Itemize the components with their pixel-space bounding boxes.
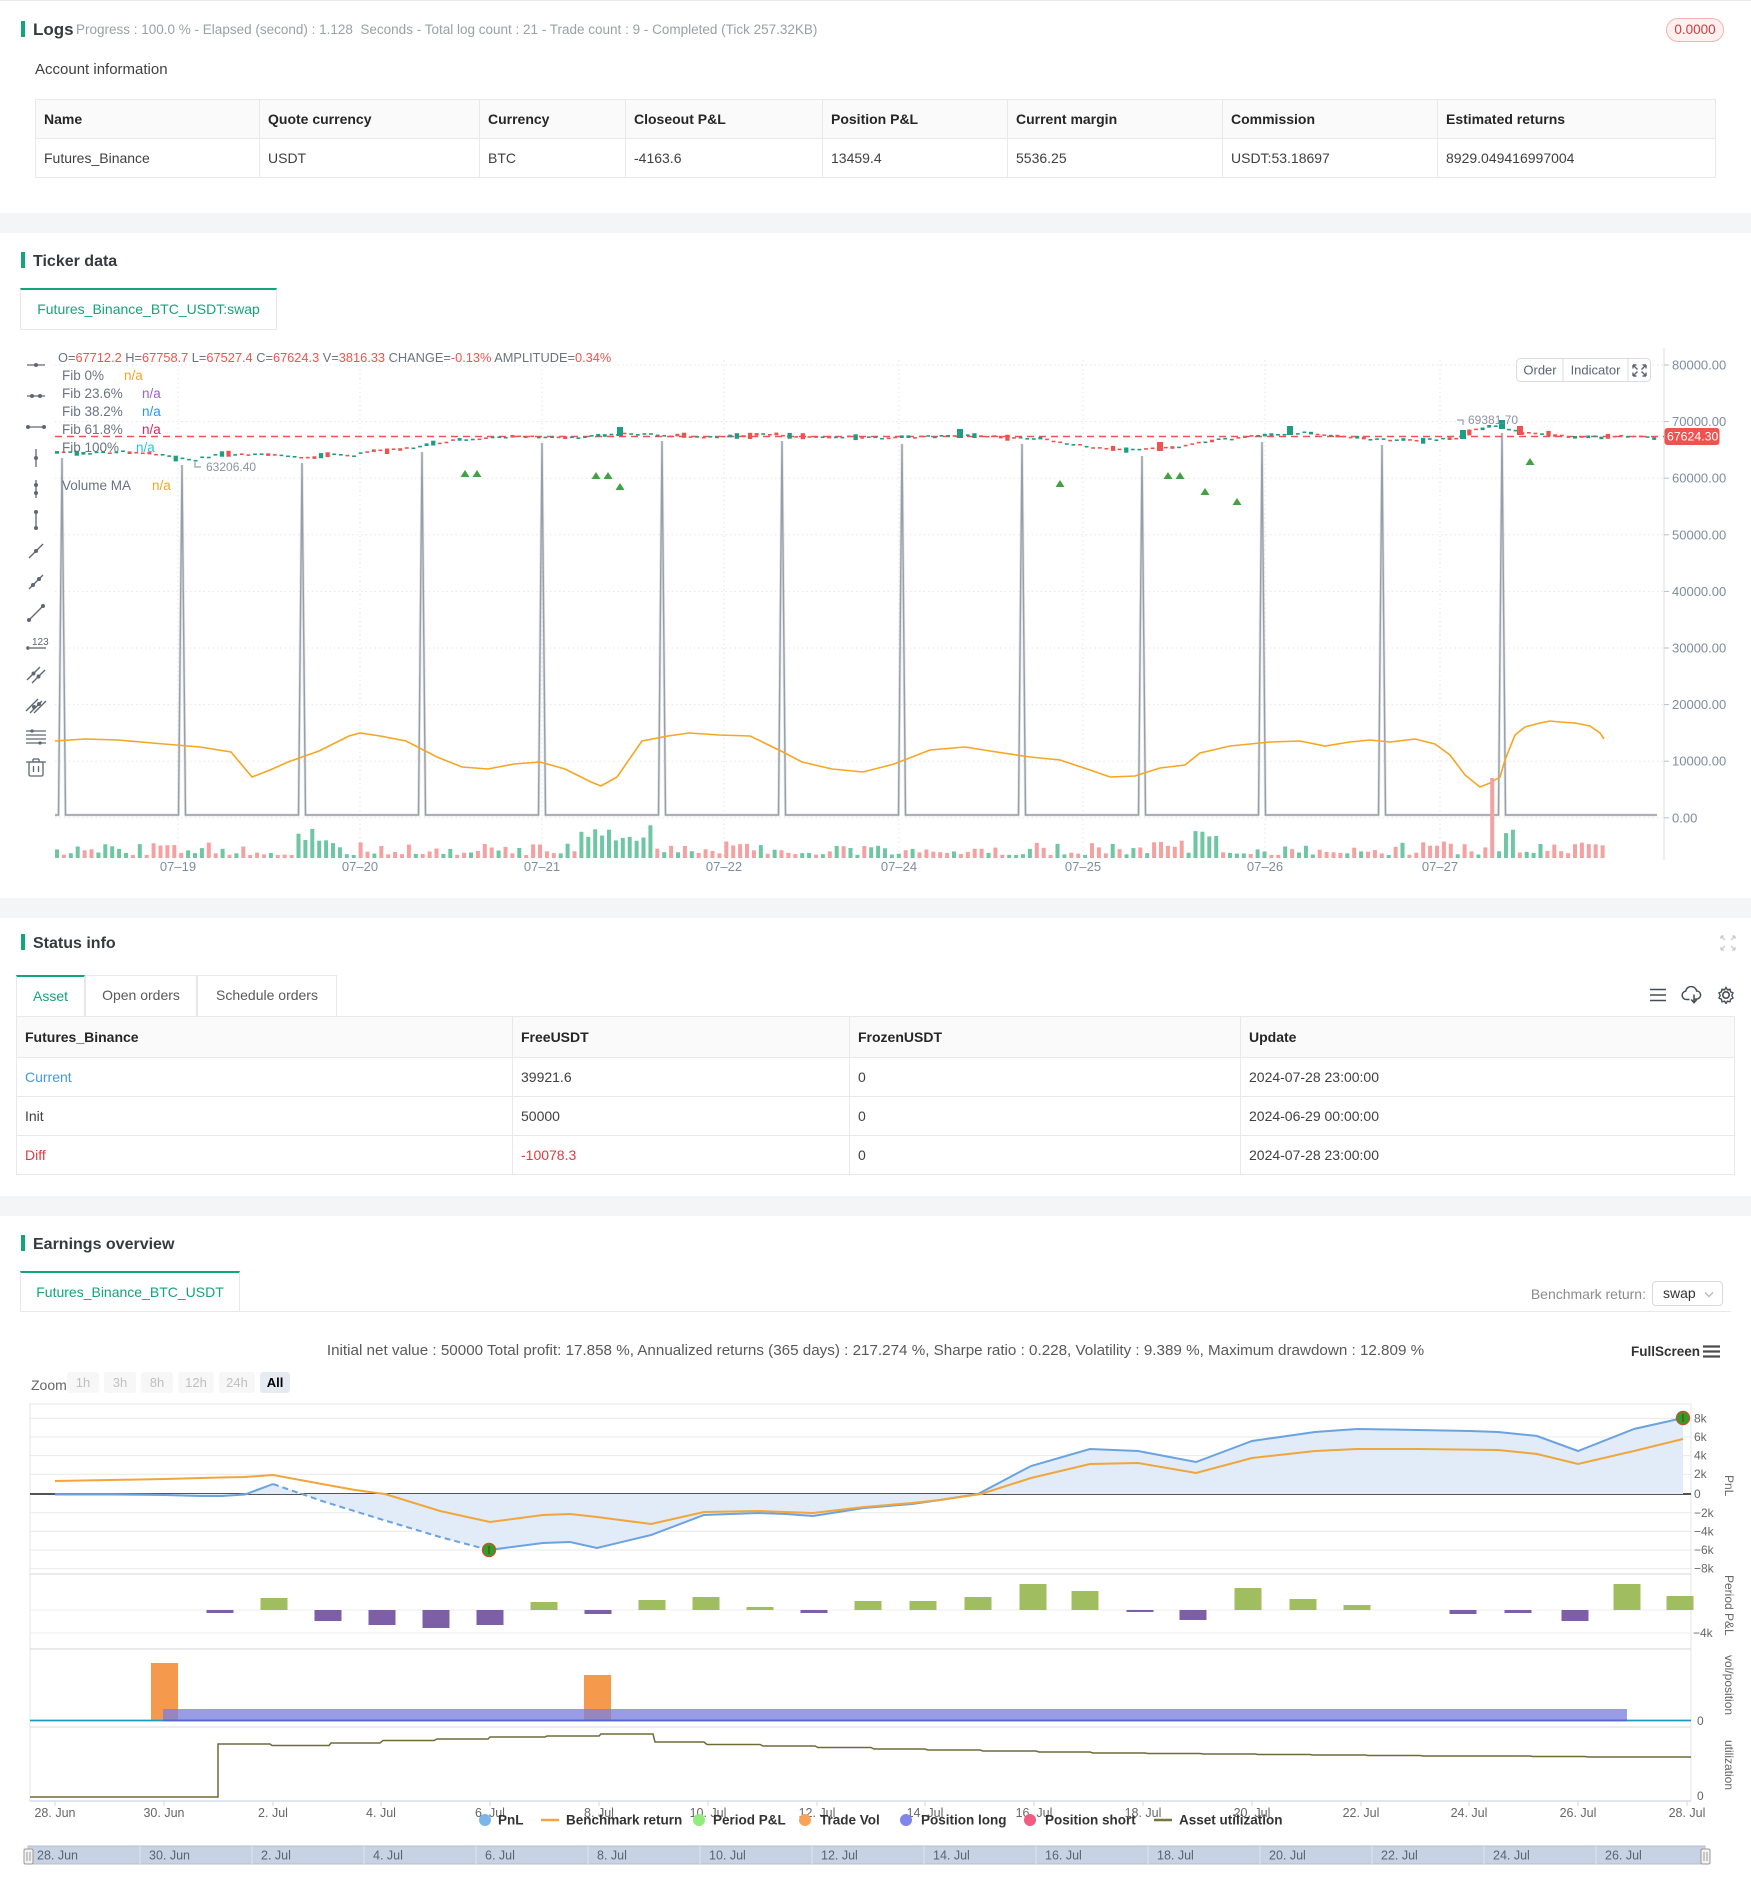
svg-text:Indicator: Indicator <box>1571 363 1622 378</box>
svg-text:n/a: n/a <box>142 404 161 419</box>
svg-text:24. Jul: 24. Jul <box>1451 1806 1488 1820</box>
svg-text:07–19: 07–19 <box>160 859 196 874</box>
svg-text:Period P&L: Period P&L <box>713 1813 786 1828</box>
svg-text:O=67712.2 H=67758.7 L=67527.4: O=67712.2 H=67758.7 L=67527.4 C=67624.3 … <box>58 350 611 365</box>
svg-text:Asset utilization: Asset utilization <box>1179 1813 1283 1828</box>
svg-text:07–26: 07–26 <box>1247 859 1283 874</box>
svg-text:07–21: 07–21 <box>524 859 560 874</box>
svg-text:Position long: Position long <box>921 1813 1007 1828</box>
svg-text:30. Jun: 30. Jun <box>143 1806 184 1820</box>
svg-text:8. Jul: 8. Jul <box>584 1806 614 1820</box>
svg-text:utilization: utilization <box>1722 1740 1736 1790</box>
svg-text:4. Jul: 4. Jul <box>373 1849 403 1863</box>
svg-text:Trade Vol: Trade Vol <box>820 1813 880 1828</box>
svg-text:Period P&L: Period P&L <box>1722 1575 1736 1636</box>
svg-text:4k: 4k <box>1694 1449 1708 1463</box>
svg-text:14. Jul: 14. Jul <box>933 1849 970 1863</box>
svg-text:22. Jul: 22. Jul <box>1381 1849 1418 1863</box>
svg-text:8. Jul: 8. Jul <box>597 1849 627 1863</box>
svg-text:n/a: n/a <box>152 478 171 493</box>
svg-text:2. Jul: 2. Jul <box>261 1849 291 1863</box>
svg-text:0: 0 <box>1694 1487 1701 1501</box>
svg-text:80000.00: 80000.00 <box>1672 358 1726 373</box>
svg-text:PnL: PnL <box>498 1813 524 1828</box>
svg-text:−6k: −6k <box>1694 1543 1715 1557</box>
svg-text:6. Jul: 6. Jul <box>485 1849 515 1863</box>
svg-text:07–25: 07–25 <box>1065 859 1101 874</box>
svg-text:Volume MA: Volume MA <box>62 478 131 493</box>
svg-text:22. Jul: 22. Jul <box>1343 1806 1380 1820</box>
svg-text:−2k: −2k <box>1694 1506 1715 1520</box>
svg-text:16. Jul: 16. Jul <box>1016 1806 1053 1820</box>
svg-text:8k: 8k <box>1694 1411 1708 1425</box>
svg-text:14. Jul: 14. Jul <box>907 1806 944 1820</box>
svg-text:Fib 0%: Fib 0% <box>62 368 104 383</box>
svg-text:Position short: Position short <box>1045 1813 1136 1828</box>
svg-text:2. Jul: 2. Jul <box>258 1806 288 1820</box>
svg-text:−8k: −8k <box>1694 1562 1715 1576</box>
svg-text:Fib 61.8%: Fib 61.8% <box>62 422 123 437</box>
svg-text:18. Jul: 18. Jul <box>1157 1849 1194 1863</box>
svg-text:−4k: −4k <box>1693 1626 1714 1640</box>
svg-text:70000.00: 70000.00 <box>1672 414 1726 429</box>
svg-text:10. Jul: 10. Jul <box>709 1849 746 1863</box>
svg-text:n/a: n/a <box>136 440 155 455</box>
svg-text:30. Jun: 30. Jun <box>149 1849 190 1863</box>
svg-text:Order: Order <box>1523 363 1557 378</box>
svg-text:PnL: PnL <box>1722 1475 1736 1497</box>
svg-text:67624.30: 67624.30 <box>1667 430 1718 444</box>
svg-text:6k: 6k <box>1694 1430 1708 1444</box>
svg-text:n/a: n/a <box>142 422 161 437</box>
svg-text:26. Jul: 26. Jul <box>1560 1806 1597 1820</box>
svg-text:n/a: n/a <box>142 386 161 401</box>
svg-text:63206.40: 63206.40 <box>206 460 256 474</box>
svg-text:20. Jul: 20. Jul <box>1269 1849 1306 1863</box>
svg-text:28. Jun: 28. Jun <box>37 1849 78 1863</box>
svg-text:07–22: 07–22 <box>706 859 742 874</box>
svg-text:vol/position: vol/position <box>1722 1655 1736 1715</box>
svg-text:0: 0 <box>1697 1789 1704 1803</box>
svg-text:Fib 23.6%: Fib 23.6% <box>62 386 123 401</box>
svg-text:30000.00: 30000.00 <box>1672 641 1726 656</box>
svg-text:28. Jul: 28. Jul <box>1669 1806 1706 1820</box>
svg-text:07–27: 07–27 <box>1422 859 1458 874</box>
svg-text:24. Jul: 24. Jul <box>1493 1849 1530 1863</box>
svg-text:0: 0 <box>1697 1714 1704 1728</box>
svg-text:60000.00: 60000.00 <box>1672 471 1726 486</box>
svg-text:20000.00: 20000.00 <box>1672 697 1726 712</box>
svg-text:07–24: 07–24 <box>881 859 917 874</box>
svg-text:69381.70: 69381.70 <box>1468 413 1518 427</box>
svg-text:50000.00: 50000.00 <box>1672 527 1726 542</box>
svg-text:40000.00: 40000.00 <box>1672 584 1726 599</box>
svg-text:123: 123 <box>32 637 49 648</box>
svg-text:26. Jul: 26. Jul <box>1605 1849 1642 1863</box>
svg-text:Benchmark return: Benchmark return <box>566 1813 682 1828</box>
svg-text:07–20: 07–20 <box>342 859 378 874</box>
svg-text:0.00: 0.00 <box>1672 810 1697 825</box>
svg-text:Fib 38.2%: Fib 38.2% <box>62 404 123 419</box>
svg-text:10000.00: 10000.00 <box>1672 754 1726 769</box>
svg-text:16. Jul: 16. Jul <box>1045 1849 1082 1863</box>
svg-text:28. Jun: 28. Jun <box>34 1806 75 1820</box>
svg-text:4. Jul: 4. Jul <box>366 1806 396 1820</box>
svg-text:−4k: −4k <box>1694 1524 1715 1538</box>
svg-text:18. Jul: 18. Jul <box>1125 1806 1162 1820</box>
svg-text:20. Jul: 20. Jul <box>1234 1806 1271 1820</box>
svg-text:Fib 100%: Fib 100% <box>62 440 119 455</box>
svg-text:n/a: n/a <box>124 368 143 383</box>
svg-text:2k: 2k <box>1694 1467 1708 1481</box>
svg-text:12. Jul: 12. Jul <box>821 1849 858 1863</box>
